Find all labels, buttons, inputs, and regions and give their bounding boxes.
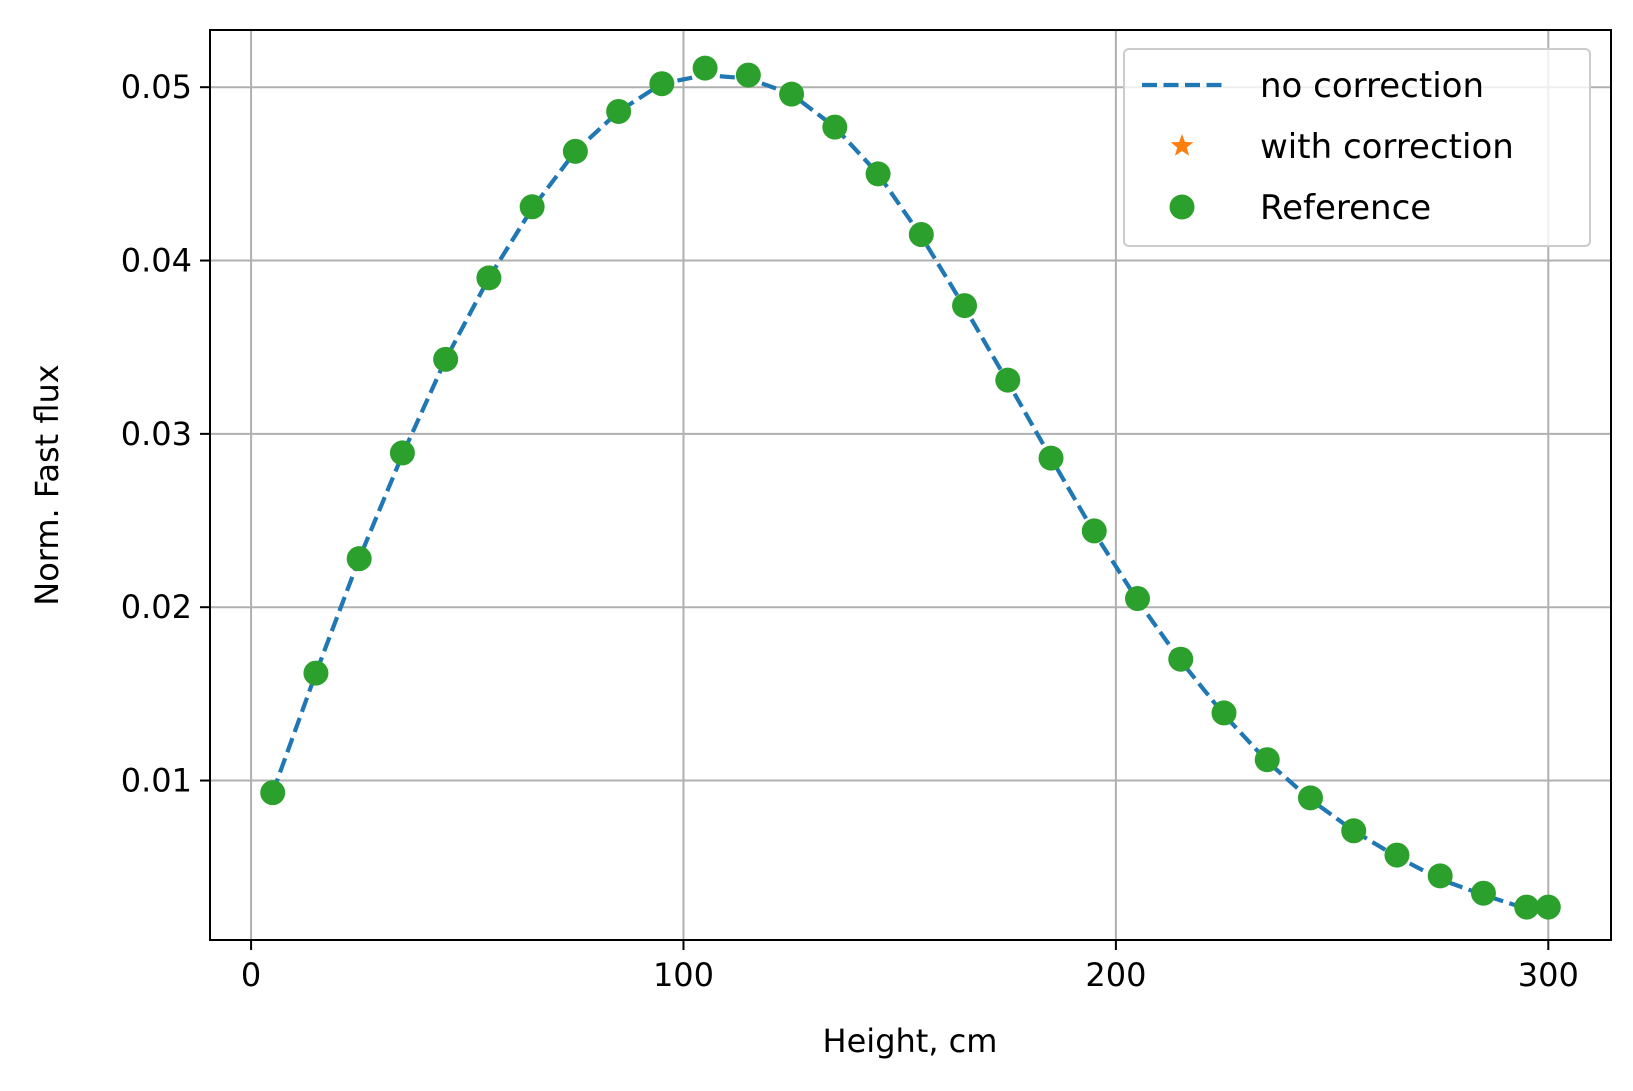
reference-point <box>822 114 848 140</box>
y-tick-label: 0.05 <box>121 68 192 106</box>
reference-point <box>1168 646 1194 672</box>
reference-point <box>562 138 588 164</box>
ticks: 0 100 200 300 0.01 0.02 0.03 0.04 0.05 <box>121 68 1579 994</box>
reference-point <box>1535 894 1561 920</box>
reference-point <box>779 81 805 107</box>
legend-handle-circle <box>1169 194 1195 220</box>
y-tick-label: 0.01 <box>121 762 192 800</box>
reference-point <box>1125 586 1151 612</box>
reference-point <box>303 660 329 686</box>
y-tick-label: 0.02 <box>121 588 192 626</box>
reference-point <box>260 780 286 806</box>
reference-point <box>908 222 934 248</box>
series-layer <box>260 55 1561 920</box>
reference-point <box>346 546 372 572</box>
reference-point <box>519 194 545 220</box>
reference-point <box>606 98 632 124</box>
reference-point <box>1297 785 1323 811</box>
reference-point <box>865 161 891 187</box>
reference-point <box>1254 747 1280 773</box>
legend-label: with correction <box>1260 127 1514 167</box>
y-axis-label: Norm. Fast flux <box>28 364 66 605</box>
reference-point <box>1470 880 1496 906</box>
x-tick-label: 200 <box>1085 956 1146 994</box>
reference-point <box>649 71 675 97</box>
y-tick-label: 0.03 <box>121 415 192 453</box>
x-tick-label: 100 <box>653 956 714 994</box>
legend: no correction with correction Reference <box>1123 48 1591 247</box>
reference-point <box>389 440 415 466</box>
reference-point <box>995 367 1021 393</box>
reference-point <box>1384 842 1410 868</box>
reference-point <box>1038 445 1064 471</box>
y-tick-label: 0.04 <box>121 242 192 280</box>
reference-point <box>1427 863 1453 889</box>
legend-label: no correction <box>1260 66 1484 106</box>
legend-label: Reference <box>1260 188 1431 228</box>
reference-point <box>1341 818 1367 844</box>
reference-point <box>476 265 502 291</box>
x-tick-label: 300 <box>1518 956 1579 994</box>
legend-handle-star <box>1170 134 1194 156</box>
reference-point <box>952 293 978 319</box>
reference-point <box>692 55 718 81</box>
reference-point <box>1211 700 1237 726</box>
reference-point <box>433 346 459 372</box>
x-axis-label: Height, cm <box>823 1022 998 1060</box>
reference-point <box>735 62 761 88</box>
plot-frame <box>209 29 1612 941</box>
reference-point <box>1514 894 1540 920</box>
reference-point <box>1081 518 1107 544</box>
x-tick-label: 0 <box>241 956 261 994</box>
legend-box <box>1123 48 1591 247</box>
